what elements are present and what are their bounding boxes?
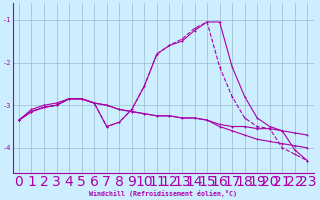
X-axis label: Windchill (Refroidissement éolien,°C): Windchill (Refroidissement éolien,°C) [89,190,237,197]
